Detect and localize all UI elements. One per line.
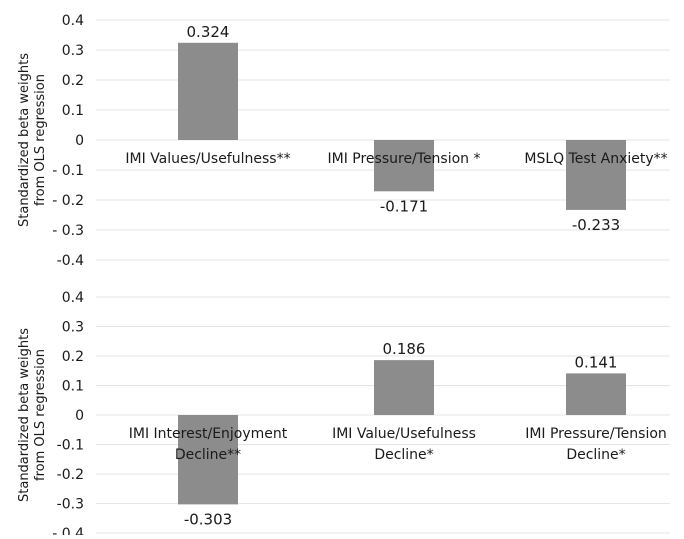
data-label: 0.141: [575, 353, 618, 371]
category-label: IMI Pressure/Tension *: [327, 151, 480, 167]
category-label: IMI Value/Usefulness Decline*: [332, 426, 476, 463]
data-label: -0.171: [380, 197, 428, 215]
y-axis-label: Standardized beta weightsfrom OLS regres…: [17, 53, 48, 227]
category-label-line: MSLQ Test Anxiety**: [524, 151, 667, 167]
data-label: -0.303: [184, 510, 232, 528]
y-tick-label: 0.2: [62, 73, 84, 89]
y-axis-label-line: Standardized beta weights: [17, 328, 32, 502]
bar: [178, 42, 238, 140]
y-tick-label: - 0.2: [52, 193, 84, 209]
category-label: IMI Values/Usefulness**: [125, 151, 290, 167]
bar: [374, 140, 434, 192]
y-axis-label-line: Standardized beta weights: [17, 53, 32, 227]
y-tick-label: - 0.3: [52, 223, 84, 239]
y-tick-label: - 0.4: [52, 526, 84, 535]
category-label-line: Decline*: [566, 447, 625, 463]
y-tick-label: 0: [75, 408, 84, 424]
category-label-line: IMI Value/Usefulness: [332, 426, 476, 442]
y-axis-label-line: from OLS regression: [33, 349, 48, 481]
y-tick-label: 0.2: [62, 349, 84, 365]
bar: [374, 360, 434, 415]
y-tick-label: -0.3: [57, 497, 84, 513]
y-tick-label: 0.1: [62, 103, 84, 119]
bar: [566, 140, 626, 210]
y-tick-label: -0.1: [57, 438, 84, 454]
y-tick-label: 0: [75, 133, 84, 149]
y-axis-label: Standardized beta weightsfrom OLS regres…: [17, 328, 48, 502]
y-tick-label: -0.4: [57, 253, 84, 269]
category-label-line: IMI Values/Usefulness**: [125, 151, 290, 167]
y-tick-label: 0.4: [62, 13, 84, 29]
category-label-line: Decline**: [175, 447, 241, 463]
data-label: -0.233: [572, 216, 620, 234]
y-tick-label: 0.1: [62, 379, 84, 395]
data-label: 0.324: [187, 23, 230, 41]
y-tick-label: 0.3: [62, 320, 84, 336]
category-label: IMI Interest/Enjoyment Decline**: [129, 426, 288, 463]
bar: [566, 373, 626, 415]
y-tick-label: 0.3: [62, 43, 84, 59]
category-label-line: IMI Interest/Enjoyment: [129, 426, 288, 442]
category-label-line: Decline*: [374, 447, 433, 463]
category-label-line: IMI Pressure/Tension: [525, 426, 667, 442]
y-tick-label: -0.2: [57, 467, 84, 483]
y-axis-label-line: from OLS regression: [33, 74, 48, 206]
category-label-line: IMI Pressure/Tension *: [327, 151, 480, 167]
y-tick-label: 0.4: [62, 290, 84, 306]
bar: [178, 415, 238, 505]
category-label: MSLQ Test Anxiety**: [524, 151, 667, 167]
category-label: IMI Pressure/Tension Decline*: [525, 426, 667, 463]
y-tick-label: - 0.1: [52, 163, 84, 179]
data-label: 0.186: [383, 340, 426, 358]
